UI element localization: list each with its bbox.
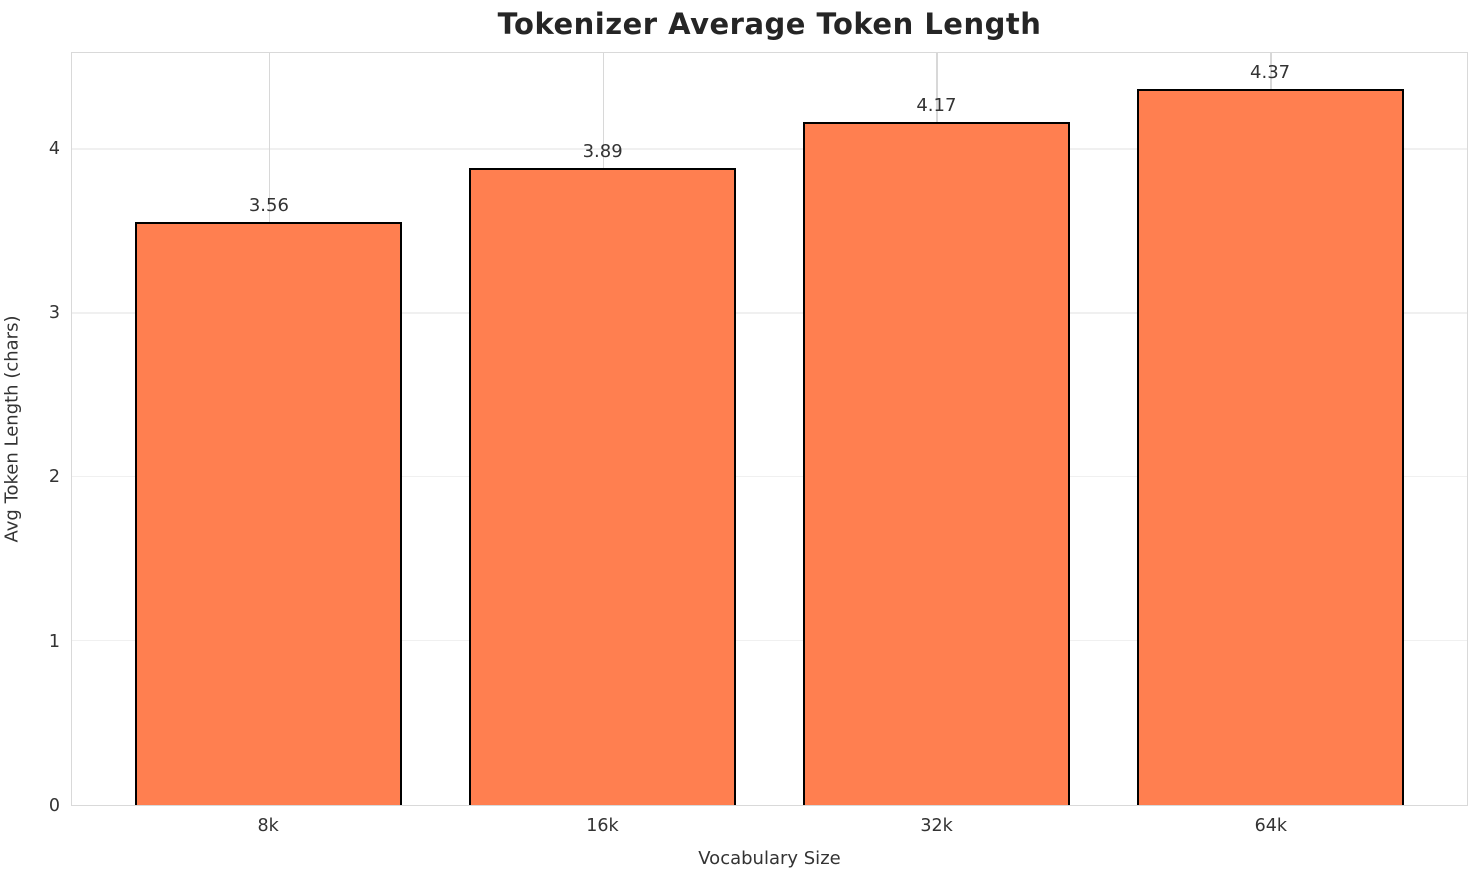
bar-8k	[135, 221, 403, 805]
y-tick-label: 1	[48, 631, 60, 652]
bar-64k	[1136, 89, 1404, 805]
x-axis-label: Vocabulary Size	[698, 848, 841, 869]
x-tick-label: 8k	[257, 816, 279, 836]
bar-16k	[469, 167, 737, 805]
bar-32k	[802, 121, 1070, 805]
x-tick-label: 64k	[1254, 816, 1288, 836]
y-tick-label: 0	[48, 796, 60, 816]
bar-value-label: 3.89	[582, 140, 623, 162]
y-tick-label: 3	[48, 303, 60, 324]
gridline-horizontal	[72, 639, 1467, 642]
plot-area: 3.56 3.89 4.17 4.37	[71, 52, 1468, 806]
bar-value-label: 3.56	[248, 194, 289, 216]
gridline-horizontal	[72, 312, 1467, 314]
y-tick-label: 2	[48, 467, 60, 488]
bar-value-label: 4.17	[916, 94, 957, 116]
x-tick-label: 16k	[586, 816, 619, 836]
y-axis-label: Avg Token Length (chars)	[1, 315, 23, 543]
y-tick-label: 4	[48, 138, 60, 159]
gridline-horizontal	[72, 475, 1467, 478]
x-tick-label: 32k	[920, 816, 953, 836]
chart-title: Tokenizer Average Token Length	[497, 7, 1042, 41]
gridline-horizontal	[72, 148, 1467, 150]
bar-value-label: 4.37	[1250, 62, 1291, 84]
